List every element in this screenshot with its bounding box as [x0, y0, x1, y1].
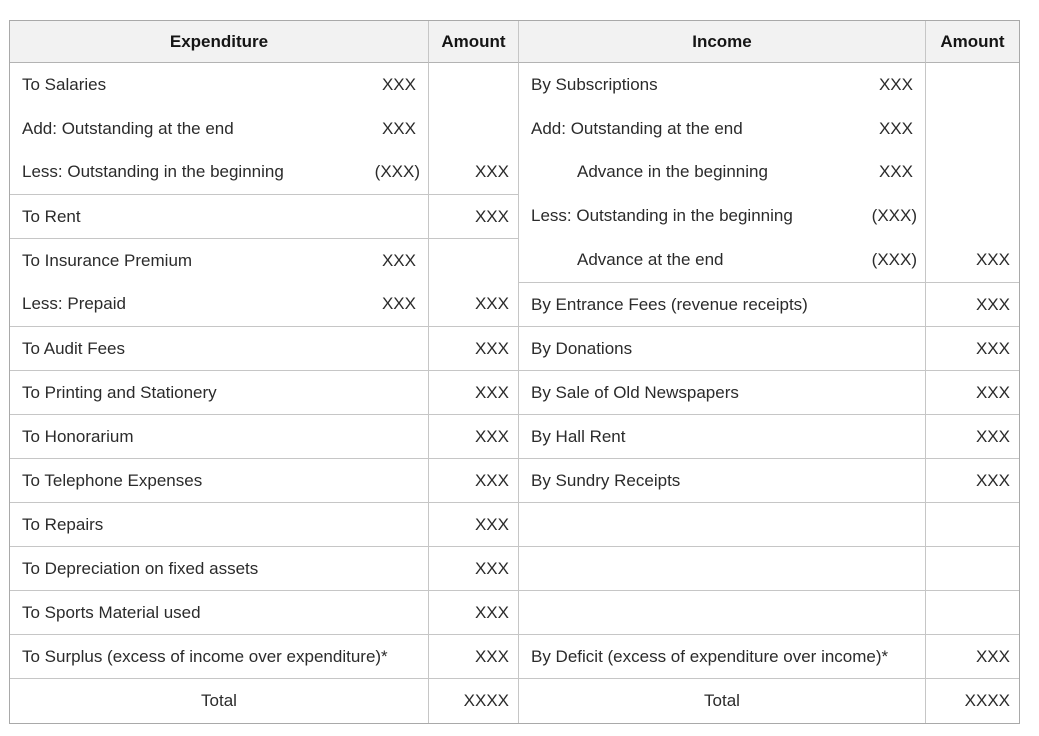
expenditure-amount-cell: XXX [429, 63, 519, 195]
item-label: Advance at the end [577, 250, 724, 270]
expenditure-cell-insurance-block: To Insurance Premium XXX Less: Prepaid X… [10, 239, 429, 327]
item-label: To Salaries [22, 74, 107, 94]
column-header-expenditure: Expenditure [10, 21, 429, 63]
table-row: Less: Prepaid XXX [10, 283, 428, 327]
table-row: Add: Outstanding at the end XXX [519, 107, 925, 151]
income-cell-donations: By Donations [519, 327, 926, 371]
table-row: To Salaries XXX [10, 63, 428, 107]
expenditure-cell-telephone-expenses: To Telephone Expenses [10, 459, 429, 503]
item-label: Add: Outstanding at the end [22, 118, 234, 138]
income-cell-empty [519, 503, 926, 547]
income-cell-entrance-fees: By Entrance Fees (revenue receipts) [519, 283, 926, 327]
table-row: Less: Outstanding in the beginning (XXX) [10, 150, 428, 194]
income-cell-sundry-receipts: By Sundry Receipts [519, 459, 926, 503]
expenditure-amount-cell: XXX [429, 503, 519, 547]
item-inner-amount: (XXX) [374, 162, 420, 182]
item-label: Less: Outstanding in the beginning [531, 206, 793, 226]
expenditure-amount-cell: XXX [429, 635, 519, 679]
column-header-expenditure-amount: Amount [429, 21, 519, 63]
income-amount-cell: XXX [926, 371, 1019, 415]
column-header-income: Income [519, 21, 926, 63]
income-amount-cell: XXX [926, 327, 1019, 371]
column-header-income-amount: Amount [926, 21, 1019, 63]
item-inner-amount: (XXX) [871, 250, 917, 270]
expenditure-cell-repairs: To Repairs [10, 503, 429, 547]
income-cell-empty [519, 591, 926, 635]
expenditure-amount-cell: XXX [429, 371, 519, 415]
expenditure-cell-printing-stationery: To Printing and Stationery [10, 371, 429, 415]
income-cell-hall-rent: By Hall Rent [519, 415, 926, 459]
table-row: To Insurance Premium XXX [10, 239, 428, 283]
income-amount-cell-empty [926, 591, 1019, 635]
income-amount-cell: XXX [926, 635, 1019, 679]
income-cell-subscriptions-block: By Subscriptions XXX Add: Outstanding at… [519, 63, 926, 283]
income-cell-empty [519, 547, 926, 591]
expenditure-amount-cell: XXX [429, 195, 519, 239]
income-cell-deficit: By Deficit (excess of expenditure over i… [519, 635, 926, 679]
table-row: By Subscriptions XXX [519, 63, 925, 107]
expenditure-amount-cell: XXX [429, 327, 519, 371]
expenditure-amount-cell: XXX [429, 239, 519, 327]
expenditure-amount-cell: XXX [429, 547, 519, 591]
expenditure-cell-salaries-block: To Salaries XXX Add: Outstanding at the … [10, 63, 429, 195]
income-total-label: Total [519, 679, 926, 723]
item-label: Add: Outstanding at the end [531, 118, 743, 138]
item-inner-amount: (XXX) [871, 206, 917, 226]
table-row: Add: Outstanding at the end XXX [10, 107, 428, 151]
item-inner-amount: XXX [381, 294, 416, 314]
income-amount-cell: XXX [926, 283, 1019, 327]
income-total-amount: XXXX [926, 679, 1019, 723]
expenditure-cell-rent: To Rent [10, 195, 429, 239]
income-amount-cell: XXX [926, 415, 1019, 459]
expenditure-total-amount: XXXX [429, 679, 519, 723]
table-row: Less: Outstanding in the beginning (XXX) [519, 194, 925, 238]
table-row: Advance at the end (XXX) [519, 238, 925, 282]
income-cell-sale-old-newspapers: By Sale of Old Newspapers [519, 371, 926, 415]
expenditure-cell-surplus: To Surplus (excess of income over expend… [10, 635, 429, 679]
item-label: By Subscriptions [531, 74, 658, 94]
expenditure-cell-depreciation: To Depreciation on fixed assets [10, 547, 429, 591]
expenditure-amount-cell: XXX [429, 591, 519, 635]
income-amount-cell-empty [926, 503, 1019, 547]
income-amount-cell: XXX [926, 63, 1019, 283]
item-inner-amount: XXX [381, 74, 416, 94]
income-amount-cell: XXX [926, 459, 1019, 503]
expenditure-cell-audit-fees: To Audit Fees [10, 327, 429, 371]
income-expenditure-table: Expenditure Amount Income Amount To Sala… [9, 20, 1020, 724]
expenditure-cell-sports-material: To Sports Material used [10, 591, 429, 635]
item-label: To Insurance Premium [22, 250, 193, 270]
expenditure-amount-cell: XXX [429, 415, 519, 459]
item-inner-amount: XXX [381, 250, 416, 270]
item-label: Less: Outstanding in the beginning [22, 162, 284, 182]
item-inner-amount: XXX [381, 118, 416, 138]
expenditure-amount-cell: XXX [429, 459, 519, 503]
item-inner-amount: XXX [878, 118, 913, 138]
item-label: Less: Prepaid [22, 294, 126, 314]
item-label: Advance in the beginning [577, 162, 768, 182]
item-inner-amount: XXX [878, 162, 913, 182]
table-row: Advance in the beginning XXX [519, 151, 925, 195]
expenditure-cell-honorarium: To Honorarium [10, 415, 429, 459]
item-inner-amount: XXX [878, 74, 913, 94]
expenditure-total-label: Total [10, 679, 429, 723]
income-amount-cell-empty [926, 547, 1019, 591]
